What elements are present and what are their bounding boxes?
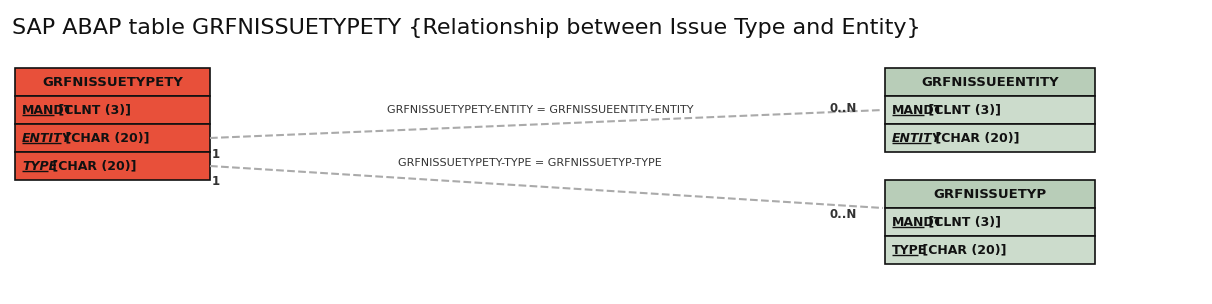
Text: SAP ABAP table GRFNISSUETYPETY {Relationship between Issue Type and Entity}: SAP ABAP table GRFNISSUETYPETY {Relation…: [12, 18, 921, 38]
Bar: [15, 152, 210, 180]
Text: MANDT: MANDT: [22, 103, 73, 116]
Text: [CHAR (20)]: [CHAR (20)]: [61, 132, 149, 144]
Text: MANDT: MANDT: [892, 216, 943, 229]
Text: [CHAR (20)]: [CHAR (20)]: [931, 132, 1019, 144]
Text: [CHAR (20)]: [CHAR (20)]: [48, 160, 137, 172]
Text: 1: 1: [212, 175, 221, 188]
Text: [CLNT (3)]: [CLNT (3)]: [925, 103, 1001, 116]
Bar: [885, 124, 1094, 152]
Text: MANDT: MANDT: [892, 103, 943, 116]
Text: 1: 1: [212, 148, 221, 161]
Bar: [885, 180, 1094, 208]
Bar: [15, 96, 210, 124]
Text: GRFNISSUEENTITY: GRFNISSUEENTITY: [921, 75, 1059, 88]
Bar: [885, 208, 1094, 236]
Text: [CLNT (3)]: [CLNT (3)]: [55, 103, 131, 116]
Text: GRFNISSUETYPETY-TYPE = GRFNISSUETYP-TYPE: GRFNISSUETYPETY-TYPE = GRFNISSUETYP-TYPE: [398, 158, 662, 168]
Bar: [885, 96, 1094, 124]
Bar: [885, 68, 1094, 96]
Text: 0..N: 0..N: [830, 102, 857, 115]
Bar: [15, 124, 210, 152]
Text: GRFNISSUETYP: GRFNISSUETYP: [933, 188, 1047, 201]
Bar: [885, 236, 1094, 264]
Text: 0..N: 0..N: [830, 209, 857, 222]
Text: TYPE: TYPE: [892, 244, 927, 257]
Text: GRFNISSUETYPETY-ENTITY = GRFNISSUEENTITY-ENTITY: GRFNISSUETYPETY-ENTITY = GRFNISSUEENTITY…: [387, 105, 693, 115]
Bar: [15, 68, 210, 96]
Text: TYPE: TYPE: [22, 160, 57, 172]
Text: [CLNT (3)]: [CLNT (3)]: [925, 216, 1001, 229]
Text: [CHAR (20)]: [CHAR (20)]: [917, 244, 1006, 257]
Text: ENTITY: ENTITY: [22, 132, 72, 144]
Text: GRFNISSUETYPETY: GRFNISSUETYPETY: [42, 75, 183, 88]
Text: ENTITY: ENTITY: [892, 132, 942, 144]
